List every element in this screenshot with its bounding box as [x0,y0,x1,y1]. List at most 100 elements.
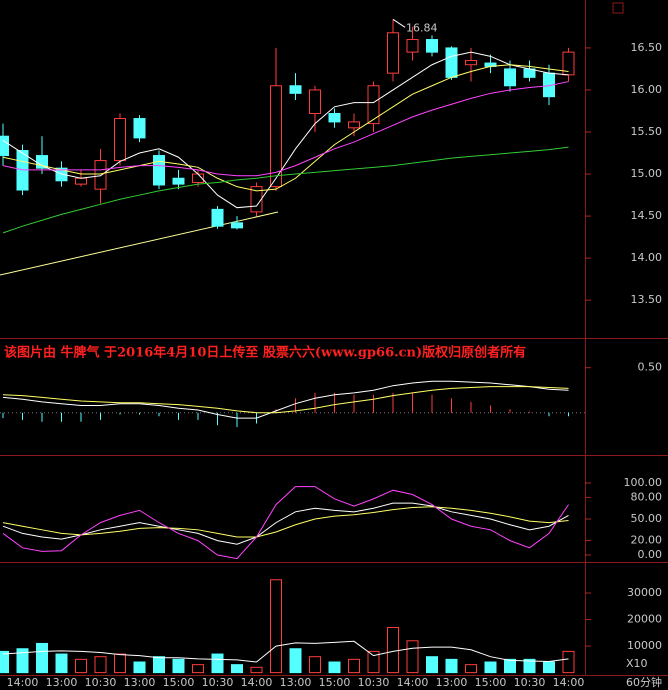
volume-bar [348,658,360,674]
x-tick-label: 13:00 [46,676,78,689]
indicator-line [2,146,569,234]
y-tick-label: 0.00 [638,548,663,561]
x-tick-label: 13:00 [280,676,312,689]
volume-bar [172,658,185,674]
x-tick-label: 10:30 [514,676,546,689]
indicator-line [2,640,569,663]
high-label: 16.84 [406,21,438,34]
y-tick-label: 30000 [627,586,662,599]
volume-bar [289,648,302,674]
volume-bar [16,648,29,674]
indicator-line [2,386,569,414]
panel-borders [0,0,668,676]
candle-body [75,177,87,185]
volume-bar [484,661,497,674]
candle-body [250,186,263,213]
y-tick-label: 80.00 [631,490,663,503]
x-tick-label: 14:00 [553,676,585,689]
candle-body [426,39,438,53]
candle-body [289,85,302,94]
candle-body [0,135,9,157]
volume-bar [114,653,126,674]
y-tick-label: 20.00 [631,534,663,547]
candle-body [114,118,126,162]
volume-bar [426,656,438,674]
watermark: 该图片由 牛脾气 于2016年4月10日上传至 股票六六(www.gp66.cn… [4,345,526,361]
x-tick-label: 10:30 [202,676,234,689]
volume-bar [465,664,477,674]
volume-bar [328,661,341,674]
y-tick-label: 16.00 [631,83,663,96]
volume-bar [270,579,282,674]
indicator-line [2,506,569,538]
y-tick-label: 100.00 [624,476,663,489]
volume-bar [387,627,399,674]
indicator-line [2,64,569,192]
y-tick-label: 50.00 [631,512,663,525]
volume-bar [0,650,9,674]
volume-bar [153,656,165,674]
candle-body [387,32,399,74]
unit-label: X10 [626,657,648,670]
volume-bar [250,666,263,674]
volume-bar [562,650,575,674]
candle-body [406,39,419,53]
candle-body [211,208,224,227]
candle-body [504,68,516,87]
candle-body [367,85,380,125]
volume-bar [211,653,224,674]
y-tick-label: 15.00 [631,167,663,180]
y-tick-label: 15.50 [631,125,663,138]
candle-body [348,121,360,129]
volume-bar [523,658,536,674]
x-tick-label: 14:00 [397,676,429,689]
volume-bar [406,640,419,674]
y-tick-label: 16.50 [631,41,663,54]
x-tick-label: 15:00 [475,676,507,689]
volume-bar [504,658,516,674]
x-tick-label: 13:00 [436,676,468,689]
volume-bar [75,658,87,674]
candle-body [153,155,165,186]
indicator-line [2,380,569,419]
x-tick-label: 15:00 [163,676,195,689]
high-pointer [392,18,406,28]
y-tick-label: 13.50 [631,293,663,306]
candle-body [309,89,321,115]
indicator-line [2,486,569,560]
y-tick-label: 0.50 [638,361,663,374]
candle-body [465,60,477,66]
period-label: 60分钟 [626,675,662,689]
x-tick-label: 14:00 [241,676,273,689]
candle-body [133,118,146,139]
y-tick-label: 20000 [627,613,662,626]
candle-body [172,177,185,185]
indicator-line [2,51,569,209]
volume-bar [192,664,204,674]
x-tick-label: 13:00 [124,676,156,689]
volume-bar [36,642,48,674]
volume-bar [55,653,68,674]
volume-bar [445,658,458,674]
y-tick-label: 14.00 [631,251,663,264]
y-tick-label: 10000 [627,639,662,652]
volume-bar [133,661,146,674]
x-tick-label: 14:00 [7,676,39,689]
candle-body [94,160,107,190]
candle-body [445,47,458,78]
volume-bar [94,656,107,674]
volume-bar [231,664,243,674]
candle-body [328,113,341,123]
candle-body [231,222,243,229]
x-tick-label: 10:30 [85,676,117,689]
volume-bar [367,650,380,674]
candle-body [270,85,282,188]
volume-bar [543,661,555,674]
y-tick-label: 14.50 [631,209,663,222]
indicator-line [2,81,569,177]
window-icon[interactable] [612,2,624,14]
x-tick-label: 10:30 [358,676,390,689]
volume-bar [309,656,321,674]
x-tick-label: 15:00 [319,676,351,689]
